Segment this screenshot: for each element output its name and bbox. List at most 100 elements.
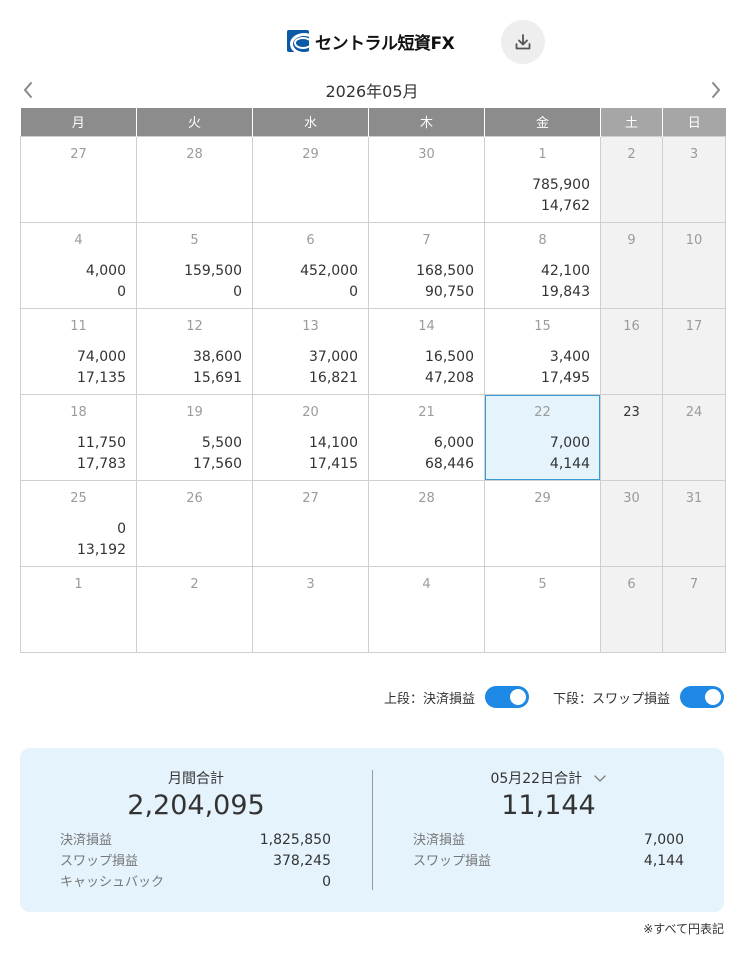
day-number: 10 (685, 232, 703, 248)
lower-toggle-switch[interactable] (680, 686, 724, 708)
calendar-week-row: 18 11,750 17,783 19 5,500 17,560 20 14,100 17,41… (20, 393, 726, 481)
daily-summary-selector[interactable]: 05月22日合計 (373, 768, 724, 788)
calendar-day-cell[interactable]: 30 (368, 135, 485, 223)
day-number: 4 (74, 232, 83, 248)
breakdown-value: 1,825,850 (259, 832, 331, 848)
toggle-knob (509, 689, 526, 705)
calendar-day-cell[interactable]: 6 452,000 0 (252, 221, 369, 309)
calendar-day-cell[interactable]: 2 (136, 565, 253, 653)
calendar-day-cell[interactable]: 18 11,750 17,783 (20, 393, 137, 481)
calendar-day-cell[interactable]: 7 (662, 565, 726, 653)
calendar-day-cell[interactable]: 16 (600, 307, 663, 395)
weekday-header: 土 (600, 108, 663, 136)
calendar-day-cell[interactable]: 5 159,500 0 (136, 221, 253, 309)
day-number: 21 (418, 404, 435, 420)
weekday-header: 水 (252, 108, 369, 136)
calendar-day-cell[interactable]: 2 (600, 135, 663, 223)
display-toggles: 上段：決済損益 下段：スワップ損益 (360, 686, 724, 708)
upper-toggle-group: 上段：決済損益 (384, 686, 529, 708)
calendar-day-cell[interactable]: 1 (20, 565, 137, 653)
calendar-day-cell[interactable]: 21 6,000 68,446 (368, 393, 485, 481)
upper-toggle-label: 上段：決済損益 (383, 691, 475, 707)
weekday-header: 火 (136, 108, 253, 136)
calendar-day-cell[interactable]: 28 (368, 479, 485, 567)
calendar-day-cell[interactable]: 17 (662, 307, 726, 395)
calendar-day-cell[interactable]: 8 42,100 19,843 (484, 221, 601, 309)
breakdown-value: 0 (322, 874, 331, 890)
day-number: 29 (302, 146, 319, 162)
calendar-day-cell[interactable]: 25 0 13,192 (20, 479, 137, 567)
breakdown-value: 4,144 (643, 853, 684, 869)
calendar-week-row: 1 2 3 4 5 6 7 (20, 565, 726, 653)
day-number: 3 (689, 146, 699, 162)
calendar-day-cell[interactable]: 28 (136, 135, 253, 223)
settlement-pnl-value: 159,500 (184, 262, 242, 279)
calendar-day-cell[interactable]: 27 (252, 479, 369, 567)
calendar-day-cell[interactable]: 13 37,000 16,821 (252, 307, 369, 395)
download-button[interactable] (501, 20, 545, 64)
lower-toggle-label: 下段：スワップ損益 (552, 691, 670, 707)
weekday-header: 日 (662, 108, 726, 136)
calendar-day-cell[interactable]: 26 (136, 479, 253, 567)
calendar-day-cell[interactable]: 7 168,500 90,750 (368, 221, 485, 309)
swap-pnl-value: 0 (349, 283, 358, 300)
calendar-day-cell[interactable]: 5 (484, 565, 601, 653)
calendar-day-cell[interactable]: 4 (368, 565, 485, 653)
weekday-header: 金 (484, 108, 601, 136)
calendar-day-cell[interactable]: 9 (600, 221, 663, 309)
swap-pnl-value: 17,135 (77, 369, 126, 386)
breakdown-label: キャッシュバック (60, 875, 165, 890)
swap-pnl-value: 13,192 (77, 541, 126, 558)
day-number: 3 (306, 576, 315, 592)
calendar-day-cell[interactable]: 3 (252, 565, 369, 653)
calendar-day-cell[interactable]: 29 (252, 135, 369, 223)
day-number: 5 (190, 232, 199, 248)
day-number: 15 (534, 318, 551, 334)
day-number: 27 (302, 490, 319, 506)
calendar-week-row: 4 4,000 0 5 159,500 0 6 452,000 0 7 168,500 90,750 8… (20, 221, 726, 309)
day-number: 2 (627, 146, 636, 162)
swap-pnl-value: 47,208 (425, 369, 474, 386)
day-number: 14 (418, 318, 435, 334)
weekday-header-row: 月 火 水 木 金 土 日 (20, 108, 726, 136)
calendar-day-cell[interactable]: 27 (20, 135, 137, 223)
day-number: 30 (418, 146, 435, 162)
next-month-button[interactable] (706, 78, 726, 102)
day-number: 2 (190, 576, 199, 592)
chevron-right-icon (712, 82, 720, 98)
calendar-day-cell[interactable]: 1 785,900 14,762 (484, 135, 601, 223)
calendar-day-cell[interactable]: 10 (662, 221, 726, 309)
calendar-day-cell[interactable]: 29 (484, 479, 601, 567)
calendar-day-cell[interactable]: 12 38,600 15,691 (136, 307, 253, 395)
daily-summary: 05月22日合計 11,144 決済損益 7,000 スワップ損益 4,144 (373, 748, 724, 912)
day-number: 27 (70, 146, 87, 162)
swap-pnl-value: 17,415 (309, 455, 358, 472)
monthly-total: 2,204,095 (127, 790, 265, 821)
settlement-pnl-value: 785,900 (532, 176, 590, 193)
swap-pnl-value: 16,821 (309, 369, 358, 386)
download-icon (515, 34, 531, 50)
calendar-day-cell[interactable]: 22 7,000 4,144 (484, 393, 601, 481)
calendar-day-cell[interactable]: 4 4,000 0 (20, 221, 137, 309)
calendar-day-cell[interactable]: 24 (662, 393, 726, 481)
day-number: 20 (302, 404, 319, 420)
currency-footnote: ※すべて円表記 (643, 922, 724, 936)
calendar-day-cell[interactable]: 6 (600, 565, 663, 653)
settlement-pnl-value: 3,400 (549, 348, 590, 365)
calendar-day-cell[interactable]: 30 (600, 479, 663, 567)
calendar-day-cell[interactable]: 14 16,500 47,208 (368, 307, 485, 395)
calendar-day-cell[interactable]: 11 74,000 17,135 (20, 307, 137, 395)
calendar-day-cell[interactable]: 23 (600, 393, 663, 481)
day-number: 8 (538, 232, 547, 248)
prev-month-button[interactable] (18, 78, 38, 102)
day-number: 7 (689, 576, 699, 592)
summary-panel: 月間合計 2,204,095 決済損益 1,825,850 スワップ損益 378… (20, 748, 724, 912)
swap-pnl-value: 17,560 (193, 455, 242, 472)
calendar-day-cell[interactable]: 31 (662, 479, 726, 567)
calendar-day-cell[interactable]: 15 3,400 17,495 (484, 307, 601, 395)
calendar-day-cell[interactable]: 20 14,100 17,415 (252, 393, 369, 481)
day-number: 26 (186, 490, 203, 506)
upper-toggle-switch[interactable] (484, 686, 529, 708)
calendar-day-cell[interactable]: 19 5,500 17,560 (136, 393, 253, 481)
calendar-day-cell[interactable]: 3 (662, 135, 726, 223)
